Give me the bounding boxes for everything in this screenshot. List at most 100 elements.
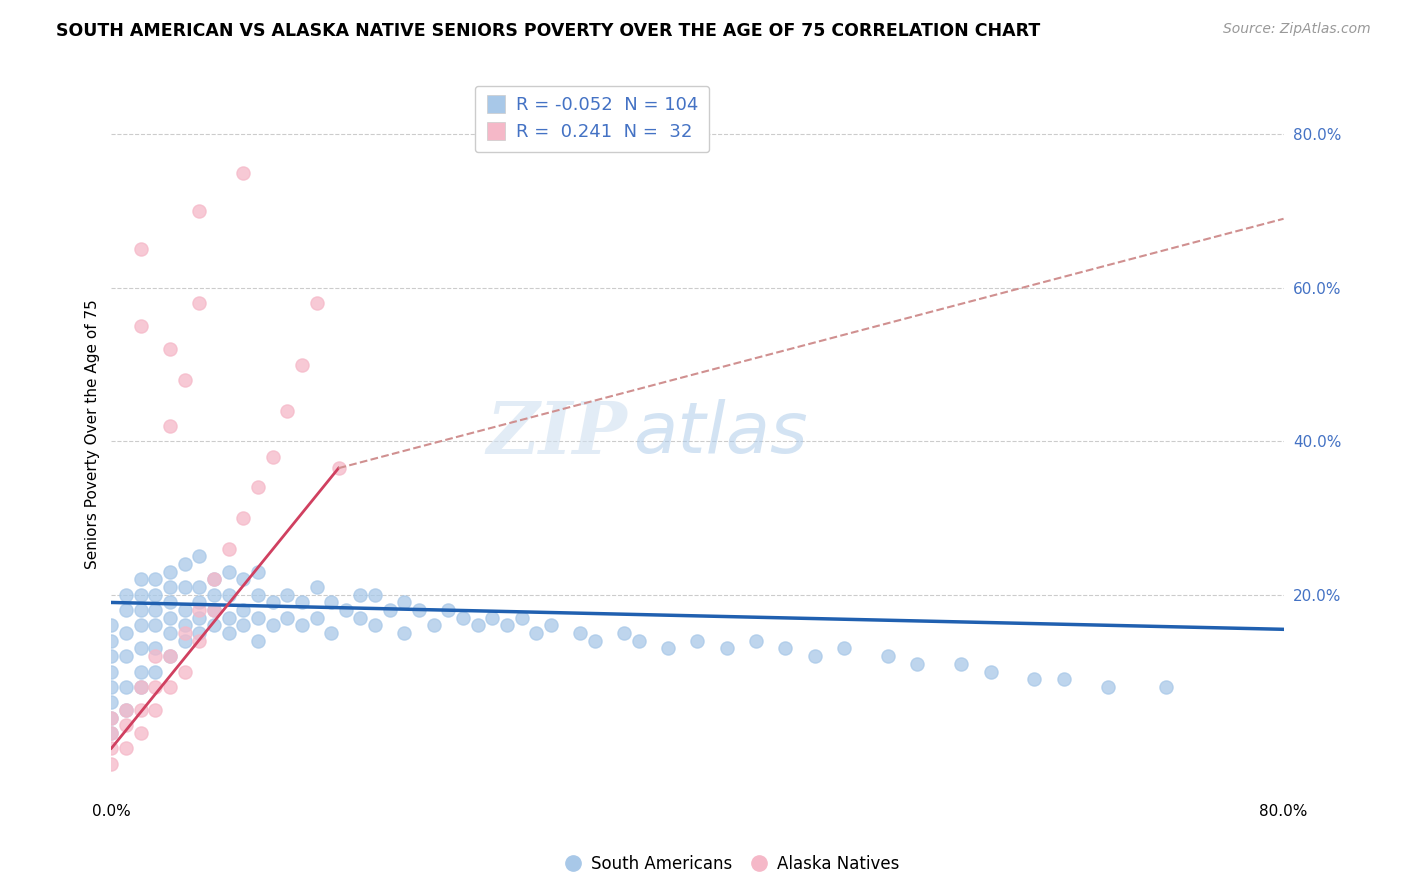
Point	[129, 665, 152, 679]
Point	[188, 626, 211, 640]
Point	[569, 626, 592, 640]
Point	[202, 603, 225, 617]
Point	[262, 618, 284, 632]
Point	[173, 580, 195, 594]
Text: SOUTH AMERICAN VS ALASKA NATIVE SENIORS POVERTY OVER THE AGE OF 75 CORRELATION C: SOUTH AMERICAN VS ALASKA NATIVE SENIORS …	[56, 22, 1040, 40]
Point	[775, 641, 797, 656]
Point	[408, 603, 430, 617]
Point	[202, 588, 225, 602]
Point	[159, 680, 181, 694]
Point	[173, 626, 195, 640]
Point	[115, 626, 138, 640]
Point	[291, 595, 314, 609]
Point	[305, 611, 328, 625]
Point	[246, 480, 269, 494]
Point	[218, 611, 240, 625]
Point	[145, 573, 167, 587]
Point	[100, 633, 122, 648]
Point	[613, 626, 636, 640]
Point	[950, 657, 973, 671]
Point	[145, 703, 167, 717]
Point	[145, 649, 167, 664]
Point	[173, 373, 195, 387]
Point	[276, 611, 298, 625]
Point	[100, 726, 122, 740]
Point	[246, 611, 269, 625]
Point	[246, 633, 269, 648]
Point	[188, 633, 211, 648]
Point	[129, 618, 152, 632]
Point	[188, 595, 211, 609]
Point	[262, 450, 284, 464]
Point	[100, 741, 122, 756]
Point	[202, 618, 225, 632]
Point	[364, 618, 387, 632]
Point	[100, 665, 122, 679]
Point	[524, 626, 547, 640]
Point	[159, 595, 181, 609]
Point	[129, 319, 152, 334]
Point	[129, 573, 152, 587]
Point	[305, 580, 328, 594]
Point	[877, 649, 900, 664]
Point	[1024, 672, 1046, 686]
Point	[129, 603, 152, 617]
Point	[173, 603, 195, 617]
Point	[159, 343, 181, 357]
Point	[291, 618, 314, 632]
Point	[627, 633, 650, 648]
Point	[115, 588, 138, 602]
Point	[159, 649, 181, 664]
Point	[803, 649, 825, 664]
Point	[218, 588, 240, 602]
Point	[832, 641, 855, 656]
Point	[481, 611, 503, 625]
Point	[145, 588, 167, 602]
Point	[129, 641, 152, 656]
Point	[129, 703, 152, 717]
Point	[364, 588, 387, 602]
Legend: R = -0.052  N = 104, R =  0.241  N =  32: R = -0.052 N = 104, R = 0.241 N = 32	[475, 86, 710, 153]
Point	[129, 726, 152, 740]
Point	[129, 680, 152, 694]
Point	[100, 618, 122, 632]
Point	[129, 243, 152, 257]
Point	[276, 588, 298, 602]
Point	[129, 588, 152, 602]
Point	[115, 703, 138, 717]
Point	[100, 695, 122, 709]
Point	[321, 595, 343, 609]
Point	[328, 461, 350, 475]
Point	[716, 641, 738, 656]
Point	[510, 611, 533, 625]
Point	[100, 756, 122, 771]
Point	[159, 580, 181, 594]
Point	[159, 419, 181, 434]
Point	[980, 665, 1002, 679]
Point	[188, 549, 211, 564]
Point	[262, 595, 284, 609]
Point	[496, 618, 519, 632]
Point	[246, 588, 269, 602]
Point	[394, 626, 416, 640]
Point	[188, 580, 211, 594]
Point	[173, 557, 195, 571]
Point	[145, 618, 167, 632]
Point	[202, 603, 225, 617]
Point	[159, 611, 181, 625]
Point	[145, 680, 167, 694]
Point	[349, 588, 371, 602]
Point	[423, 618, 446, 632]
Point	[686, 633, 709, 648]
Point	[745, 633, 768, 648]
Point	[115, 703, 138, 717]
Point	[467, 618, 489, 632]
Point	[159, 565, 181, 579]
Point	[115, 718, 138, 732]
Point	[188, 296, 211, 310]
Point	[115, 680, 138, 694]
Point	[232, 603, 254, 617]
Point	[321, 626, 343, 640]
Point	[100, 680, 122, 694]
Point	[115, 649, 138, 664]
